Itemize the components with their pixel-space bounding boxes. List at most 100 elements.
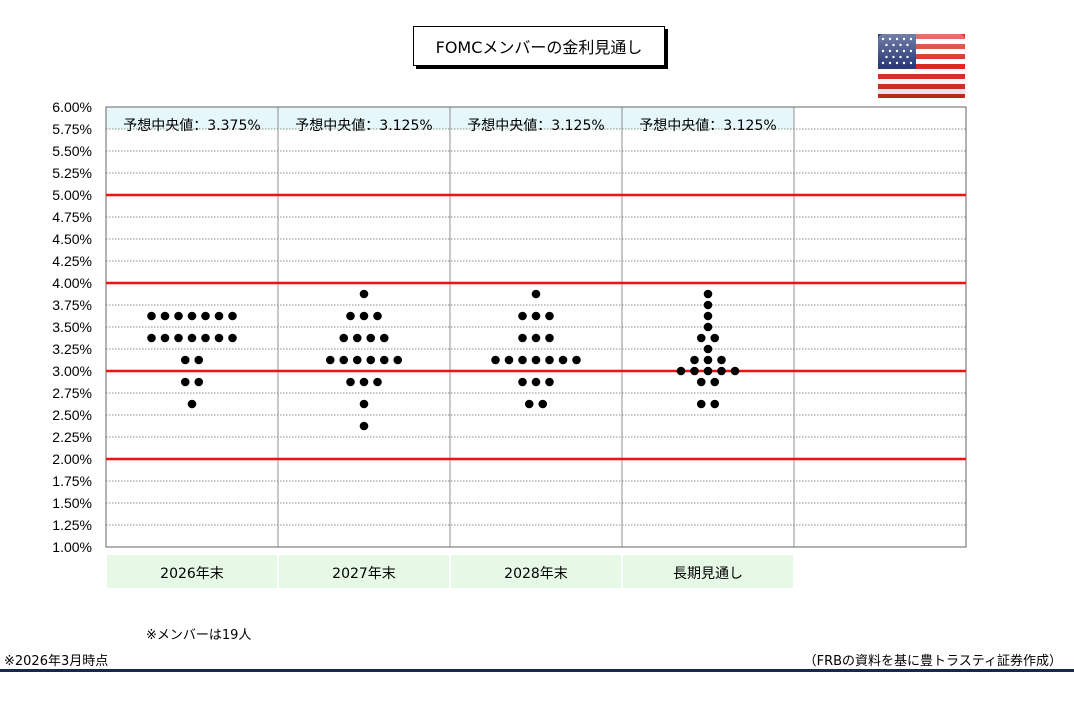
- dot-marker: [359, 289, 369, 299]
- dot-marker: [194, 355, 204, 365]
- dot-marker: [531, 355, 541, 365]
- dot-marker: [703, 311, 713, 321]
- dot-marker: [228, 311, 237, 321]
- y-tick-label: 5.00%: [52, 187, 92, 203]
- dot-marker: [703, 289, 713, 299]
- dot-marker: [710, 399, 720, 409]
- category-band: [451, 555, 621, 588]
- dot-marker: [359, 421, 369, 431]
- dot-marker: [491, 355, 500, 365]
- dot-marker: [518, 377, 527, 387]
- dot-marker: [518, 311, 527, 321]
- dot-marker: [339, 333, 349, 343]
- dot-marker: [558, 355, 568, 365]
- dot-marker: [214, 311, 224, 321]
- bottom-rule: [0, 669, 1074, 672]
- category-band: [279, 555, 449, 588]
- members-note: ※メンバーは19人: [146, 628, 252, 643]
- dot-marker: [696, 399, 706, 409]
- dot-marker: [180, 355, 190, 365]
- dot-marker: [531, 289, 541, 299]
- dot-marker: [696, 333, 706, 343]
- median-label: 予想中央値：3.125%: [639, 118, 776, 134]
- y-tick-label: 6.00%: [52, 99, 92, 115]
- dot-marker: [325, 355, 335, 365]
- median-label: 予想中央値：3.125%: [467, 118, 604, 134]
- dot-marker: [352, 355, 362, 365]
- category-label: 2026年末: [160, 566, 224, 582]
- dot-marker: [147, 311, 156, 321]
- dot-marker: [201, 333, 210, 343]
- dot-marker: [346, 311, 355, 321]
- y-tick-label: 4.25%: [52, 253, 92, 269]
- as-of-note: ※2026年3月時点: [4, 654, 109, 669]
- y-tick-label: 3.25%: [52, 341, 92, 357]
- category-label: 2028年末: [504, 566, 568, 582]
- dot-marker: [187, 333, 197, 343]
- chart-title: FOMCメンバーの金利見通し: [413, 26, 665, 66]
- dot-marker: [696, 377, 706, 387]
- dot-marker: [710, 333, 720, 343]
- y-tick-label: 3.50%: [52, 319, 92, 335]
- dot-marker: [187, 311, 197, 321]
- y-tick-label: 1.50%: [52, 495, 92, 511]
- dot-marker: [703, 366, 713, 376]
- dot-marker: [676, 366, 686, 376]
- dot-marker: [174, 311, 183, 321]
- dot-marker: [545, 377, 554, 387]
- dot-marker: [717, 355, 726, 365]
- y-tick-label: 3.75%: [52, 297, 92, 313]
- y-tick-label: 5.50%: [52, 143, 92, 159]
- dot-marker: [373, 311, 382, 321]
- dot-marker: [160, 311, 170, 321]
- dot-marker: [214, 333, 224, 343]
- y-tick-label: 2.75%: [52, 385, 92, 401]
- y-tick-label: 5.25%: [52, 165, 92, 181]
- dot-marker: [160, 333, 170, 343]
- y-tick-label: 4.50%: [52, 231, 92, 247]
- dot-marker: [703, 322, 713, 332]
- dot-marker: [531, 377, 541, 387]
- dot-marker: [393, 355, 403, 365]
- y-tick-label: 4.00%: [52, 275, 92, 291]
- y-tick-label: 2.50%: [52, 407, 92, 423]
- y-tick-label: 2.00%: [52, 451, 92, 467]
- dot-marker: [531, 311, 541, 321]
- source-note: （FRBの資料を基に豊トラスティ証券作成）: [803, 654, 1062, 669]
- dot-marker: [346, 377, 355, 387]
- dot-marker: [359, 311, 369, 321]
- y-tick-label: 4.75%: [52, 209, 92, 225]
- dot-marker: [201, 311, 210, 321]
- dot-marker: [366, 355, 376, 365]
- dot-marker: [504, 355, 514, 365]
- dot-marker: [531, 333, 541, 343]
- y-tick-label: 3.00%: [52, 363, 92, 379]
- dot-marker: [180, 377, 190, 387]
- dot-marker: [339, 355, 349, 365]
- dot-marker: [359, 399, 369, 409]
- dot-marker: [352, 333, 362, 343]
- dot-marker: [572, 355, 581, 365]
- dot-marker: [703, 300, 713, 310]
- dot-marker: [703, 355, 713, 365]
- median-label: 予想中央値：3.125%: [295, 118, 432, 134]
- dot-marker: [174, 333, 183, 343]
- category-band: [107, 555, 277, 588]
- dot-marker: [524, 399, 534, 409]
- dot-marker: [194, 377, 204, 387]
- y-tick-label: 1.00%: [52, 539, 92, 555]
- dot-marker: [518, 333, 527, 343]
- dot-marker: [228, 333, 237, 343]
- dot-marker: [147, 333, 156, 343]
- dot-marker: [373, 377, 382, 387]
- dot-marker: [730, 366, 740, 376]
- category-label: 2027年末: [332, 566, 396, 582]
- y-tick-label: 1.25%: [52, 517, 92, 533]
- dot-marker: [717, 366, 726, 376]
- dot-marker: [703, 344, 713, 354]
- y-tick-label: 5.75%: [52, 121, 92, 137]
- dot-marker: [518, 355, 527, 365]
- dot-marker: [710, 377, 720, 387]
- dot-marker: [545, 333, 554, 343]
